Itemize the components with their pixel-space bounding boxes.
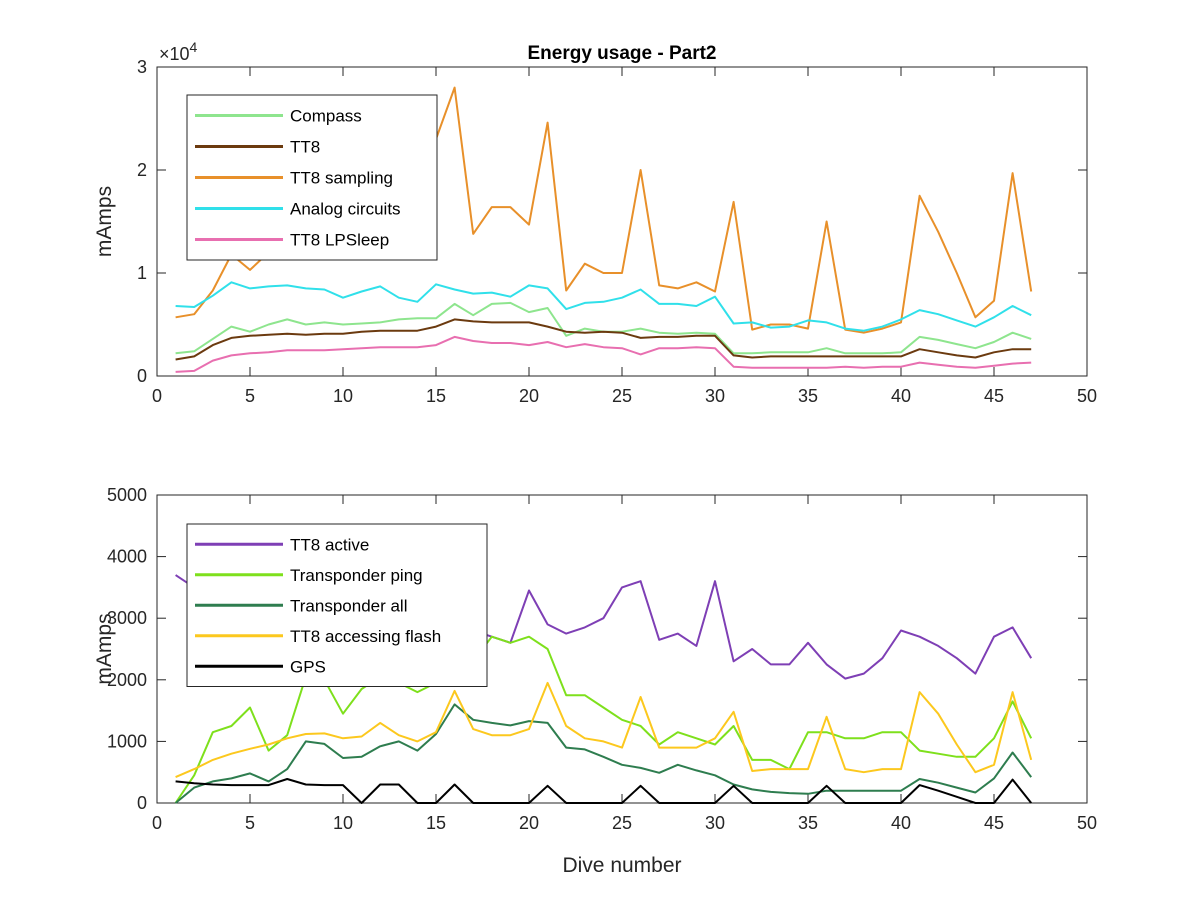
y-axis-label: mAmps bbox=[93, 186, 116, 257]
top-panel: 0 5 10 15 20 25 30 35 40 45 50 0 1 2 3 ×104 Energy usage… bbox=[93, 39, 1097, 406]
legend-entry: Transponder ping bbox=[290, 566, 423, 585]
x-tick-label: 10 bbox=[333, 813, 353, 833]
x-tick-label: 50 bbox=[1077, 813, 1097, 833]
x-tick-label: 0 bbox=[152, 813, 162, 833]
x-tick-label: 20 bbox=[519, 386, 539, 406]
x-tick-label: 45 bbox=[984, 386, 1004, 406]
y-axis-label: mAmps bbox=[93, 613, 116, 684]
y-tick-label: 3 bbox=[137, 57, 147, 77]
y-tick-label: 4000 bbox=[107, 547, 147, 567]
x-tick-label: 15 bbox=[426, 813, 446, 833]
bottom-panel: 0 5 10 15 20 25 30 35 40 45 50 0 1000 2000 3000 4000 500… bbox=[93, 485, 1097, 877]
x-tick-label: 0 bbox=[152, 386, 162, 406]
y-tick-label: 5000 bbox=[107, 485, 147, 505]
y-tick-label: 1 bbox=[137, 263, 147, 283]
series-line-transponder-all bbox=[174, 703, 1032, 804]
legend-entry: TT8 active bbox=[290, 535, 369, 554]
x-tick-label: 5 bbox=[245, 386, 255, 406]
series-line-tt8 bbox=[175, 318, 1032, 361]
legend-entry: GPS bbox=[290, 657, 326, 676]
y-exponent-label: ×104 bbox=[159, 39, 198, 64]
y-tick-label: 0 bbox=[137, 366, 147, 386]
series-line-analog-circuits bbox=[175, 281, 1032, 332]
y-tick-label: 0 bbox=[137, 793, 147, 813]
legend-entry: TT8 accessing flash bbox=[290, 627, 441, 646]
chart-title: Energy usage - Part2 bbox=[527, 43, 716, 64]
series-line-tt8-accessing-flash bbox=[175, 681, 1033, 779]
y-tick-label: 2 bbox=[137, 160, 147, 180]
y-tick-label: 2000 bbox=[107, 670, 147, 690]
x-tick-label: 35 bbox=[798, 813, 818, 833]
legend-entry: Transponder all bbox=[290, 596, 408, 615]
x-tick-label: 30 bbox=[705, 386, 725, 406]
legend-entry: TT8 LPSleep bbox=[290, 231, 389, 250]
legend-entry: Analog circuits bbox=[290, 200, 401, 219]
x-tick-label: 45 bbox=[984, 813, 1004, 833]
x-axis-label: Dive number bbox=[562, 854, 681, 877]
y-tick-label: 3000 bbox=[107, 608, 147, 628]
y-tick-label: 1000 bbox=[107, 731, 147, 751]
x-tick-label: 50 bbox=[1077, 386, 1097, 406]
x-tick-label: 5 bbox=[245, 813, 255, 833]
x-tick-label: 10 bbox=[333, 386, 353, 406]
x-tick-label: 25 bbox=[612, 813, 632, 833]
series-line-tt8-lpsleep bbox=[175, 335, 1032, 373]
legend-entry: TT8 bbox=[290, 138, 320, 157]
x-tick-label: 20 bbox=[519, 813, 539, 833]
x-tick-label: 40 bbox=[891, 386, 911, 406]
x-tick-label: 30 bbox=[705, 813, 725, 833]
x-tick-label: 25 bbox=[612, 386, 632, 406]
x-tick-label: 35 bbox=[798, 386, 818, 406]
x-tick-label: 40 bbox=[891, 813, 911, 833]
x-tick-label: 15 bbox=[426, 386, 446, 406]
legend-entry: TT8 sampling bbox=[290, 169, 393, 188]
legend-entry: Compass bbox=[290, 107, 362, 126]
series-line-gps bbox=[175, 778, 1032, 804]
